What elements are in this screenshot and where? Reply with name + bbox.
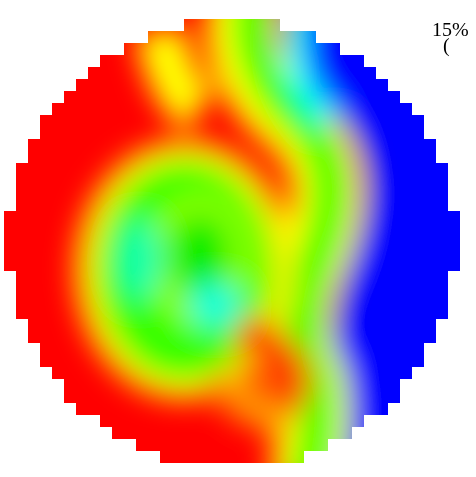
label-top: 15%: [432, 19, 469, 41]
label-second: (: [443, 35, 450, 57]
